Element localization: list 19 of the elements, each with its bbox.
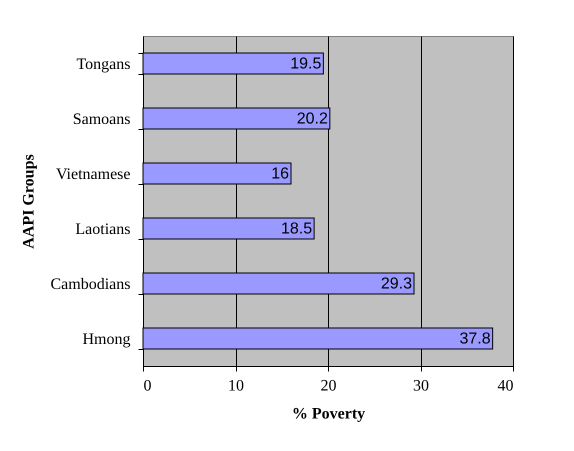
- y-axis-title: AAPI Groups: [20, 154, 38, 249]
- y-tick-label: Vietnamese: [56, 166, 130, 183]
- data-label: 16: [271, 166, 290, 182]
- y-tick-label: Cambodians: [50, 276, 130, 293]
- x-tick-label: 20: [320, 378, 336, 394]
- x-tick-label: 10: [228, 378, 244, 394]
- data-label: 18.5: [280, 220, 312, 238]
- x-tick-label: 40: [498, 378, 514, 394]
- x-axis-title: % Poverty: [292, 406, 366, 422]
- data-label: 37.8: [460, 330, 491, 348]
- y-tick-label: Tongans: [76, 56, 130, 73]
- y-tick-label: Laotians: [75, 221, 130, 238]
- x-tick-label: 0: [144, 378, 152, 394]
- data-label: 29.3: [380, 276, 412, 292]
- y-tick-label: Samoans: [72, 111, 130, 128]
- data-label: 19.5: [290, 56, 322, 72]
- data-label: 20.2: [296, 110, 328, 128]
- x-tick-label: 30: [413, 378, 429, 394]
- y-tick-label: Hmong: [82, 331, 130, 348]
